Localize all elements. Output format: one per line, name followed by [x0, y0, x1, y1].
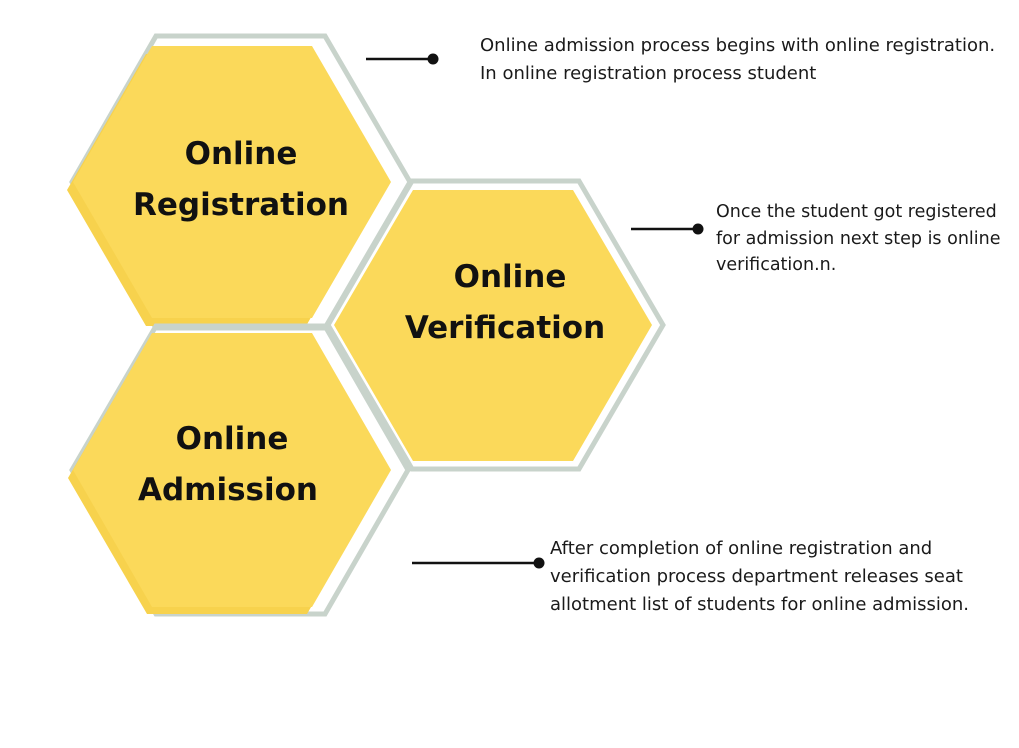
hexagon-title-line1: Online: [176, 421, 289, 457]
connector-dot: [427, 53, 439, 65]
description-registration: Online admission process begins with onl…: [480, 35, 996, 84]
connector-2: [631, 223, 704, 235]
connector-1: [366, 53, 439, 65]
hexagon-fill: [73, 333, 391, 607]
hexagon-online-verification: Online Verification: [325, 178, 666, 472]
hexagon-outline: [69, 323, 411, 617]
hexagon-fill: [73, 46, 391, 318]
hexagon-title-line2: Admission: [138, 472, 318, 508]
hexagon-title-line1: Online: [454, 259, 567, 295]
description-verification: Once the student got registered for admi…: [716, 202, 1001, 275]
connector-dot: [692, 223, 704, 235]
hexagon-outline: [325, 178, 666, 472]
description-admission: After completion of online registration …: [550, 538, 970, 615]
connector-dot: [533, 557, 545, 569]
connector-3: [412, 557, 545, 569]
hexagon-online-registration: Online Registration: [67, 33, 413, 331]
hexagon-title-line2: Registration: [133, 187, 349, 223]
hexagon-online-admission: Online Admission: [68, 323, 411, 617]
hexagon-title-line2: Verification: [405, 310, 605, 346]
hexagon-fill: [334, 190, 652, 461]
hexagon-title-line1: Online: [185, 136, 298, 172]
